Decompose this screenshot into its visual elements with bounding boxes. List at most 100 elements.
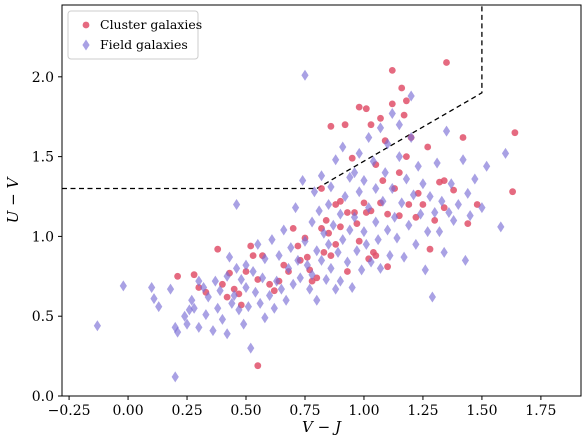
field-galaxy-point xyxy=(317,254,326,266)
field-galaxy-point xyxy=(195,321,203,333)
cluster-galaxy-point xyxy=(426,245,434,253)
field-galaxy-point xyxy=(402,173,411,185)
field-galaxy-point xyxy=(346,171,354,183)
field-galaxy-point xyxy=(327,262,335,274)
cluster-galaxy-point xyxy=(337,223,344,231)
field-galaxy-point xyxy=(93,320,101,332)
y-tick-label: 0.0 xyxy=(32,389,54,405)
field-galaxy-point xyxy=(303,259,311,271)
field-galaxy-point xyxy=(190,302,198,314)
field-galaxy-point xyxy=(428,291,436,303)
cluster-galaxy-point xyxy=(303,253,311,261)
series-cluster-galaxies xyxy=(174,59,519,370)
axes: −0.25 0.00 0.25 0.50 0.75 1.00 1.25 1.50 1.75 0.0… xyxy=(32,4,582,419)
field-galaxy-point xyxy=(244,301,252,313)
axes-frame xyxy=(61,4,582,397)
field-galaxy-point xyxy=(332,154,340,166)
field-galaxy-point xyxy=(440,246,448,258)
legend-label-field: Field galaxies xyxy=(100,37,188,52)
field-galaxy-point xyxy=(431,206,439,218)
field-galaxy-point xyxy=(310,186,319,198)
field-galaxy-point xyxy=(218,313,227,325)
legend-label-cluster: Cluster galaxies xyxy=(100,17,202,32)
field-galaxy-point xyxy=(376,262,385,274)
field-galaxy-point xyxy=(336,208,344,220)
cluster-galaxy-point xyxy=(214,245,222,253)
field-galaxy-point xyxy=(355,186,363,198)
cluster-galaxy-point xyxy=(440,204,448,212)
field-galaxy-point xyxy=(204,291,212,303)
field-galaxy-point xyxy=(346,224,354,236)
field-galaxy-point xyxy=(195,275,203,287)
field-galaxy-point xyxy=(409,189,418,201)
field-galaxy-point xyxy=(461,254,470,266)
field-galaxy-point xyxy=(282,294,290,306)
cluster-galaxy-point xyxy=(424,143,432,151)
cluster-galaxy-point xyxy=(242,268,250,275)
field-galaxy-point xyxy=(343,256,352,268)
cluster-galaxy-point xyxy=(280,261,288,269)
cluster-galaxy-point xyxy=(289,225,297,232)
field-galaxy-point xyxy=(242,281,250,293)
field-galaxy-point xyxy=(407,90,415,102)
field-galaxy-point xyxy=(261,253,269,265)
field-galaxy-point xyxy=(416,208,425,220)
field-galaxy-point xyxy=(237,273,245,285)
cluster-galaxy-point xyxy=(270,287,278,295)
field-galaxy-point xyxy=(261,312,269,324)
field-galaxy-point xyxy=(119,280,127,292)
cluster-galaxy-point xyxy=(174,272,182,280)
field-galaxy-point xyxy=(202,309,210,321)
field-galaxy-point xyxy=(454,198,462,210)
field-galaxy-point xyxy=(334,246,342,258)
field-galaxy-point xyxy=(395,119,403,131)
field-galaxy-point xyxy=(235,304,243,316)
cluster-galaxy-point xyxy=(384,210,391,218)
field-galaxy-point xyxy=(308,269,316,281)
field-galaxy-point xyxy=(386,250,394,262)
field-galaxy-point xyxy=(383,224,392,236)
cluster-galaxy-point xyxy=(254,362,262,370)
field-galaxy-point xyxy=(369,155,377,167)
cluster-galaxy-point xyxy=(431,217,439,224)
field-galaxy-point xyxy=(424,226,432,238)
cluster-galaxy-point xyxy=(325,229,332,237)
field-galaxy-point xyxy=(171,371,179,383)
y-tick-label: 1.0 xyxy=(32,229,54,245)
field-galaxy-point xyxy=(232,262,241,274)
cluster-galaxy-point xyxy=(190,271,198,279)
cluster-galaxy-point xyxy=(398,84,406,92)
cluster-galaxy-point xyxy=(355,103,363,111)
field-galaxy-point xyxy=(365,202,373,214)
field-galaxy-point xyxy=(379,195,387,207)
cluster-galaxy-point xyxy=(464,220,472,228)
field-galaxy-point xyxy=(173,326,182,338)
field-galaxy-point xyxy=(301,235,309,247)
field-galaxy-point xyxy=(270,302,278,314)
field-galaxy-point xyxy=(365,131,373,143)
cluster-galaxy-point xyxy=(405,201,413,208)
cluster-galaxy-point xyxy=(360,199,368,207)
field-galaxy-point xyxy=(230,289,238,301)
cluster-galaxy-point xyxy=(219,280,226,288)
field-galaxy-point xyxy=(199,281,208,293)
cluster-galaxy-point xyxy=(384,263,391,271)
field-galaxy-point xyxy=(214,302,222,314)
selection-boundary-line xyxy=(62,5,483,190)
field-galaxy-point xyxy=(247,342,255,354)
field-galaxy-point xyxy=(211,275,219,287)
field-galaxy-point xyxy=(317,170,326,182)
cluster-galaxy-point xyxy=(459,134,467,141)
cluster-galaxy-point xyxy=(440,177,448,185)
cluster-galaxy-point xyxy=(313,274,321,282)
cluster-galaxy-point xyxy=(473,201,481,208)
cluster-galaxy-point xyxy=(388,100,396,108)
field-galaxy-point xyxy=(232,198,241,210)
field-galaxy-point xyxy=(400,251,408,263)
field-galaxy-point xyxy=(301,69,309,81)
x-tick-label: 1.00 xyxy=(348,403,379,419)
field-galaxy-point xyxy=(339,141,347,153)
field-galaxy-point xyxy=(289,278,297,290)
field-galaxy-point xyxy=(445,206,453,218)
